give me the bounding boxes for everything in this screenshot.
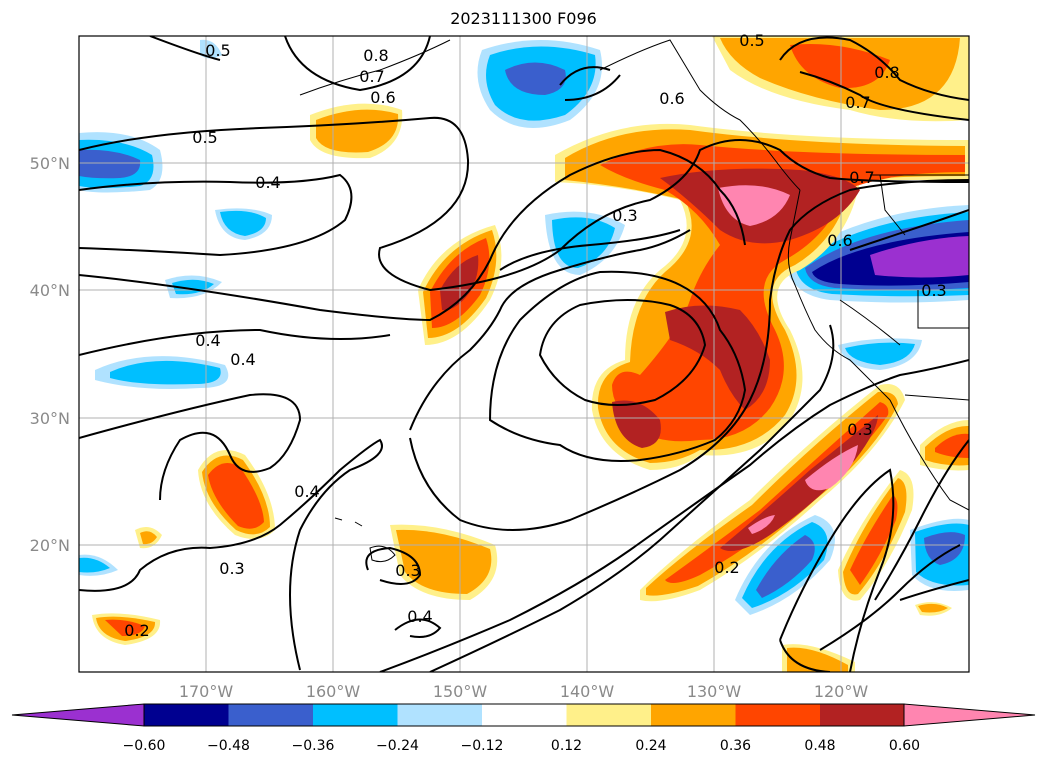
negative-shading-region <box>870 236 969 278</box>
lat-tick-label: 50°N <box>30 154 70 173</box>
positive-shading-region <box>665 402 889 584</box>
colorbar-segment <box>482 704 567 726</box>
colorbar-frame <box>143 703 905 727</box>
negative-shading-region <box>79 557 110 573</box>
colorbar-segment <box>820 704 905 726</box>
lon-tick-label: 140°W <box>560 682 615 701</box>
positive-shading-region <box>805 445 858 491</box>
contour-label: 0.4 <box>407 607 432 626</box>
latitude-labels: 50°N 40°N 30°N 20°N <box>30 154 70 555</box>
contour-label: 0.4 <box>294 482 319 501</box>
negative-shading-region <box>845 342 915 365</box>
colorbar-segment <box>566 704 651 726</box>
positive-shading-region <box>208 462 264 529</box>
positive-shading-region <box>850 495 898 585</box>
colorbar-segment <box>313 704 398 726</box>
lon-tick-label: 170°W <box>179 682 234 701</box>
colorbar-extend-high <box>903 703 1036 727</box>
contour-lines <box>79 36 969 672</box>
positive-shading-region <box>440 255 479 311</box>
colorbar-extend-low <box>11 703 145 727</box>
map-title: 2023111300 F096 <box>450 9 597 28</box>
map-panel <box>78 35 970 673</box>
colorbar-tick-label: 0.36 <box>720 738 751 754</box>
positive-shading-region <box>316 109 399 153</box>
negative-shading-region <box>505 62 566 95</box>
positive-shading-region <box>918 603 948 613</box>
gridlines <box>79 36 969 672</box>
contour-label: 0.7 <box>849 168 874 187</box>
lon-tick-label: 150°W <box>433 682 488 701</box>
colorbar-tick-label: −0.12 <box>461 738 504 754</box>
contour-label: 0.3 <box>847 420 872 439</box>
colorbar-tick-label: −0.60 <box>123 738 166 754</box>
negative-shading-region <box>552 217 615 268</box>
negative-shading-region <box>172 279 214 295</box>
contour-label: 0.6 <box>827 231 852 250</box>
colorbar-segment <box>735 704 820 726</box>
positive-shading-region <box>105 619 145 636</box>
negative-shading-region <box>220 210 266 236</box>
colorbar-tick-label: 0.12 <box>551 738 582 754</box>
contour-label: 0.3 <box>395 561 420 580</box>
contour-label: 0.8 <box>363 46 388 65</box>
colorbar-segment <box>228 704 313 726</box>
negative-shading-region <box>79 149 141 179</box>
lon-tick-label: 160°W <box>306 682 361 701</box>
positive-shading-region <box>748 515 775 534</box>
colorbar-tick-label: −0.36 <box>292 738 335 754</box>
colorbar-segment <box>144 704 229 726</box>
positive-shading-region <box>140 531 157 545</box>
negative-shading-region <box>756 535 815 598</box>
lon-tick-label: 130°W <box>687 682 742 701</box>
colorbar-tick-label: 0.24 <box>635 738 666 754</box>
contour-label: 0.2 <box>714 558 739 577</box>
negative-shading-region <box>924 532 965 565</box>
map-frame <box>78 35 970 673</box>
contour-label: 0.3 <box>612 206 637 225</box>
contour-label: 0.7 <box>845 93 870 112</box>
contour-label: 0.5 <box>192 128 217 147</box>
colorbar-segment <box>651 704 736 726</box>
contour-label: 0.4 <box>195 331 220 350</box>
contour-label: 0.8 <box>874 63 899 82</box>
colorbar-tick-label: −0.48 <box>207 738 250 754</box>
negative-shading-region <box>110 360 221 385</box>
lon-tick-label: 120°W <box>814 682 869 701</box>
contour-label: 0.3 <box>219 559 244 578</box>
lat-tick-label: 40°N <box>30 281 70 300</box>
contour-label: 0.6 <box>370 88 395 107</box>
contour-labels: 0.5 0.8 0.7 0.6 0.5 0.4 0.3 0.4 0.4 0.4 … <box>124 31 946 640</box>
contour-label: 0.4 <box>255 173 280 192</box>
contour-label: 0.5 <box>739 31 764 50</box>
positive-shading-region <box>396 529 492 594</box>
positive-shading-region <box>720 415 878 552</box>
contour-label: 0.5 <box>205 41 230 60</box>
positive-shading-region <box>612 400 661 448</box>
positive-shading-region <box>600 144 965 442</box>
colorbar-tick-label: −0.24 <box>376 738 419 754</box>
lat-tick-label: 20°N <box>30 536 70 555</box>
colorbar-tick-label: 0.60 <box>889 738 920 754</box>
colorbar-segment <box>397 704 482 726</box>
colorbar: −0.60 −0.48 −0.36 −0.24 −0.12 0.12 0.24 … <box>11 703 1036 754</box>
colorbar-tick-label: 0.48 <box>804 738 835 754</box>
contour-label: 0.7 <box>359 67 384 86</box>
contour-label: 0.6 <box>659 89 684 108</box>
contour-label: 0.4 <box>230 350 255 369</box>
contour-label: 0.2 <box>124 621 149 640</box>
lat-tick-label: 30°N <box>30 409 70 428</box>
contour-label: 0.3 <box>921 281 946 300</box>
longitude-labels: 170°W 160°W 150°W 140°W 130°W 120°W <box>179 682 869 701</box>
positive-shading-region <box>718 185 790 226</box>
shaded-fields <box>79 36 969 672</box>
